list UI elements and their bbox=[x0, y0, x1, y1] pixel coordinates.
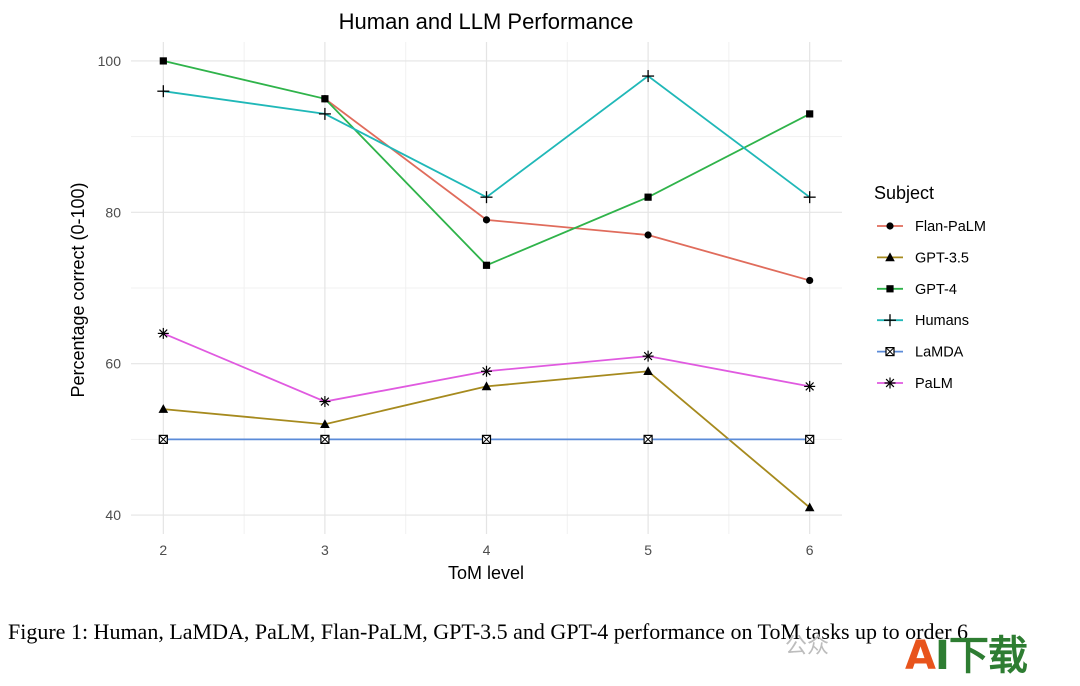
data-point-gpt-4 bbox=[321, 95, 329, 103]
figure-caption: Figure 1: Human, LaMDA, PaLM, Flan-PaLM,… bbox=[8, 619, 969, 644]
data-point-palm bbox=[319, 396, 331, 408]
legend-swatch-marker bbox=[884, 314, 896, 327]
logo-letter-a: A bbox=[905, 633, 936, 679]
data-point-palm bbox=[157, 327, 169, 339]
y-axis-label: Percentage correct (0-100) bbox=[68, 182, 88, 397]
data-point-gpt-4 bbox=[159, 57, 167, 65]
x-tick-label: 5 bbox=[644, 542, 652, 558]
data-point-palm bbox=[642, 350, 654, 362]
legend-swatch-marker bbox=[885, 347, 895, 357]
series-gpt-4 bbox=[159, 57, 814, 269]
data-point-flan-palm bbox=[644, 231, 652, 239]
data-point-gpt-3-5 bbox=[804, 502, 815, 512]
logo-text: I下载 bbox=[934, 633, 1028, 679]
data-point-humans bbox=[318, 107, 331, 120]
legend-label: Humans bbox=[915, 313, 969, 329]
x-tick-label: 4 bbox=[483, 542, 491, 558]
chart-title: Human and LLM Performance bbox=[339, 9, 634, 34]
x-tick-label: 3 bbox=[321, 542, 329, 558]
y-tick-label: 80 bbox=[105, 204, 121, 220]
x-axis-ticks: 2 3 4 5 6 bbox=[159, 542, 813, 558]
data-point-gpt-4 bbox=[644, 193, 652, 201]
y-tick-label: 40 bbox=[105, 507, 121, 523]
legend-item-palm: PaLM bbox=[877, 376, 953, 392]
series-palm bbox=[157, 327, 816, 408]
data-point-palm bbox=[804, 380, 816, 392]
data-point-humans bbox=[803, 191, 816, 204]
data-point-gpt-4 bbox=[806, 110, 814, 118]
legend-item-flan-palm: Flan-PaLM bbox=[877, 219, 986, 235]
legend-item-gpt-3-5: GPT-3.5 bbox=[877, 250, 969, 266]
data-point-humans bbox=[157, 85, 170, 98]
legend-label: Flan-PaLM bbox=[915, 219, 986, 235]
legend-label: PaLM bbox=[915, 376, 953, 392]
legend-label: LaMDA bbox=[915, 345, 964, 361]
x-tick-label: 6 bbox=[806, 542, 814, 558]
watermark: 公众 bbox=[785, 634, 830, 659]
y-axis-ticks: 40 60 80 100 bbox=[98, 53, 122, 523]
data-point-lamda bbox=[805, 434, 815, 444]
chart-grid bbox=[131, 42, 842, 534]
data-point-gpt-3-5 bbox=[158, 404, 169, 413]
legend-title: Subject bbox=[874, 183, 934, 203]
legend-swatch-marker bbox=[885, 252, 895, 262]
data-point-lamda bbox=[158, 434, 168, 444]
legend-item-humans: Humans bbox=[877, 313, 969, 329]
data-point-gpt-3-5 bbox=[643, 366, 653, 376]
legend-item-gpt-4: GPT-4 bbox=[877, 282, 957, 298]
legend-swatch-marker bbox=[884, 377, 896, 389]
legend-swatch-marker bbox=[886, 285, 894, 293]
y-tick-label: 100 bbox=[98, 53, 122, 69]
data-point-lamda bbox=[643, 434, 653, 444]
site-logo: AI下载 bbox=[905, 633, 1028, 679]
data-point-gpt-4 bbox=[482, 261, 491, 269]
legend-item-lamda: LaMDA bbox=[877, 345, 964, 361]
series-line-flan-palm bbox=[324, 98, 810, 282]
data-point-palm bbox=[481, 365, 492, 377]
data-point-humans bbox=[480, 191, 493, 204]
series-layer bbox=[157, 57, 816, 512]
data-point-flan-palm bbox=[482, 216, 491, 224]
y-tick-label: 60 bbox=[105, 356, 121, 372]
series-humans bbox=[157, 70, 816, 204]
data-point-gpt-3-5 bbox=[320, 419, 330, 429]
data-point-lamda bbox=[481, 434, 492, 444]
legend: Subject Flan-PaLM GPT-3.5 GPT-4 Humans LaMDA… bbox=[874, 183, 986, 392]
data-point-gpt-3-5 bbox=[481, 381, 492, 391]
data-point-humans bbox=[642, 70, 655, 83]
series-gpt-3-5 bbox=[158, 366, 815, 512]
legend-swatch-marker bbox=[886, 222, 894, 230]
line-chart: Human and LLM Performance 40 60 80 100 2 3 4 5… bbox=[68, 9, 986, 583]
x-tick-label: 2 bbox=[159, 542, 167, 558]
legend-label: GPT-3.5 bbox=[915, 250, 969, 266]
legend-label: GPT-4 bbox=[915, 282, 957, 298]
data-point-flan-palm bbox=[806, 276, 814, 285]
series-lamda bbox=[158, 434, 815, 444]
data-point-lamda bbox=[320, 434, 330, 444]
x-axis-label: ToM level bbox=[448, 563, 524, 583]
